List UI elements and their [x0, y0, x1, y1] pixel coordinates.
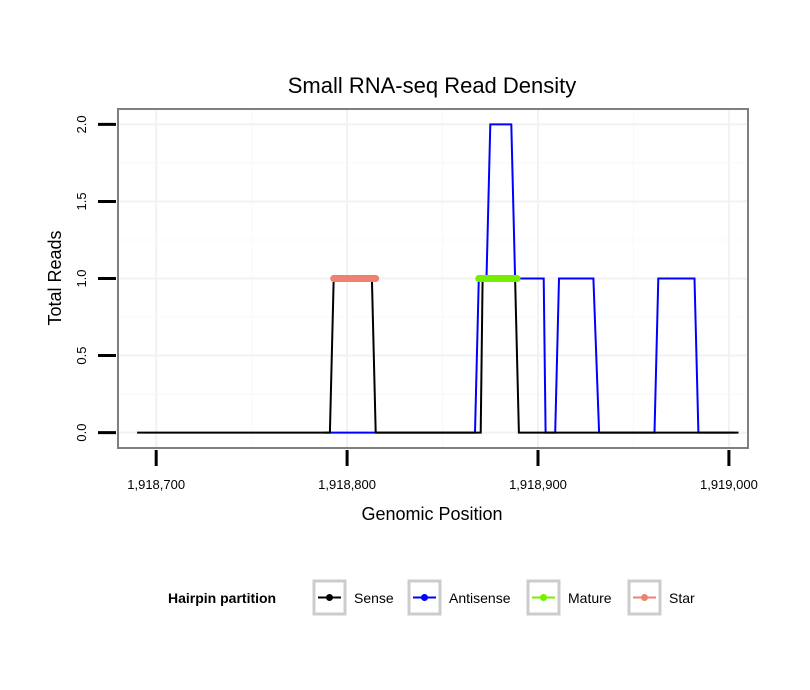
- series-layer: [137, 123, 739, 434]
- grid-lines: [118, 109, 748, 448]
- x-tick-label: 1,919,000: [700, 477, 758, 492]
- x-tick-label: 1,918,800: [318, 477, 376, 492]
- chart-title: Small RNA-seq Read Density: [288, 73, 577, 98]
- series-line-sense: [137, 277, 739, 434]
- y-tick-label: 0.5: [74, 347, 89, 365]
- x-tick-label: 1,918,900: [509, 477, 567, 492]
- y-axis: 0.0 0.5 1.0 1.5 2.0: [74, 115, 116, 442]
- legend-label-mature: Mature: [568, 590, 612, 606]
- series-line-antisense: [324, 123, 735, 434]
- y-tick-label: 0.0: [74, 424, 89, 442]
- plot-panel-border: [117, 108, 749, 449]
- legend-title: Hairpin partition: [168, 590, 276, 606]
- y-tick-label: 1.5: [74, 192, 89, 210]
- legend-key-point-mature: [540, 594, 547, 601]
- legend-label-sense: Sense: [354, 590, 394, 606]
- x-axis: 1,918,700 1,918,800 1,918,900 1,919,000: [127, 450, 758, 492]
- y-axis-title: Total Reads: [45, 230, 65, 325]
- y-tick-label: 2.0: [74, 115, 89, 133]
- legend-key-point-antisense: [421, 594, 428, 601]
- x-axis-title: Genomic Position: [361, 504, 502, 524]
- legend-label-star: Star: [669, 590, 695, 606]
- legend-key-point-star: [641, 594, 648, 601]
- legend-key-point-sense: [326, 594, 333, 601]
- legend-label-antisense: Antisense: [449, 590, 511, 606]
- y-tick-label: 1.0: [74, 269, 89, 287]
- legend: Hairpin partition Sense Antisense Mature St…: [168, 579, 695, 616]
- x-tick-label: 1,918,700: [127, 477, 185, 492]
